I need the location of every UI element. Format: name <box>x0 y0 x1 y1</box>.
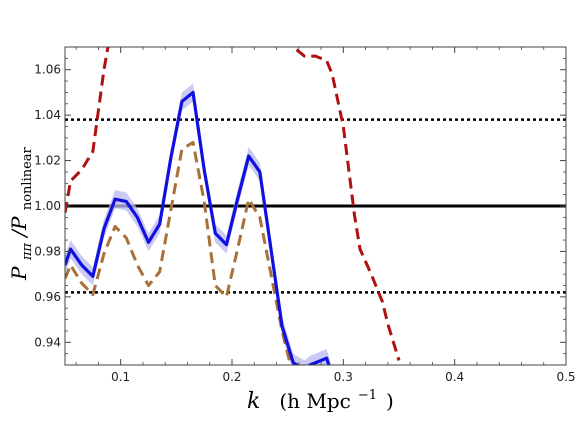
reference-lines <box>65 118 566 294</box>
x-tick-label: 0.4 <box>445 370 464 384</box>
x-tick-label: 0.1 <box>111 370 130 384</box>
x-axis-label-exp: −1 <box>358 388 377 403</box>
x-axis-label-main: k <box>247 389 260 414</box>
y-tick-label: 0.94 <box>34 335 61 349</box>
y-axis-label-main: P <box>7 266 31 281</box>
x-tick-label: 0.2 <box>222 370 241 384</box>
y-axis-ticks: 0.94 0.96 0.98 1.00 1.02 1.04 1.06 <box>34 46 566 355</box>
x-axis-label-close: ) <box>386 389 394 413</box>
y-tick-label: 1.06 <box>34 63 61 77</box>
y-tick-label: 0.98 <box>34 244 61 258</box>
y-axis-label-sub2: nonlinear <box>20 146 35 210</box>
y-tick-label: 1.00 <box>34 199 61 213</box>
series-0-line <box>65 47 401 361</box>
series-lines <box>65 47 401 365</box>
series-2-line <box>65 90 331 365</box>
x-tick-label: 0.5 <box>556 370 575 384</box>
y-tick-label: 0.96 <box>34 290 61 304</box>
x-tick-label: 0.3 <box>334 370 353 384</box>
y-axis-label-mid: /P <box>7 216 31 239</box>
y-axis-label-sub1: ππ <box>20 243 35 262</box>
y-axis-label: P ππ /P nonlinear <box>7 146 36 281</box>
x-axis-label: k (h Mpc −1 ) <box>247 380 394 414</box>
y-tick-label: 1.04 <box>34 108 61 122</box>
series-1-line <box>65 140 292 365</box>
x-axis-label-unit: (h Mpc <box>279 389 351 413</box>
y-tick-label: 1.02 <box>34 154 61 168</box>
x-axis-ticks: 0.1 0.2 0.3 0.4 0.5 <box>75 47 576 384</box>
